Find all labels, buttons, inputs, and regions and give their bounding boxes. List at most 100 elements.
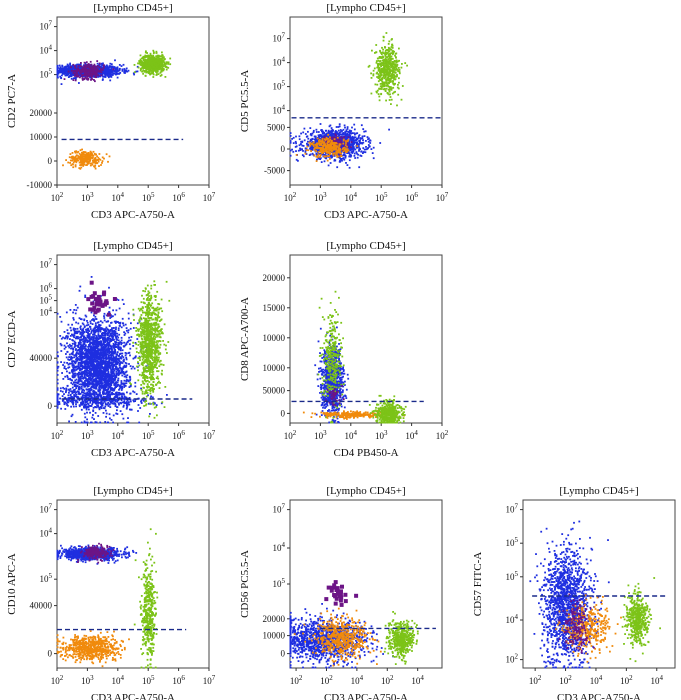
event-dot [386,71,389,74]
event-dot [127,329,130,332]
event-dot [397,83,399,86]
event-dot [160,58,162,61]
event-dot [97,160,100,163]
event-dot [156,66,159,69]
event-dot [334,130,337,132]
event-dot [309,140,312,143]
event-dot [316,149,319,152]
event-dot [353,139,356,142]
event-dot [387,50,390,53]
event-dot [115,383,117,385]
event-dot [75,71,78,74]
event-dot [71,364,74,367]
event-dot [106,65,109,68]
event-dot [127,69,130,72]
event-dot [373,67,376,70]
event-dot [327,145,330,147]
event-dot [83,61,86,64]
event-dot [356,152,358,155]
event-dot [59,66,62,69]
event-dot [114,70,117,73]
event-dot [161,51,163,54]
event-dot [155,50,158,53]
event-dot [85,68,87,71]
event-dot [314,146,316,149]
event-dot [330,150,333,153]
event-dot [124,70,127,73]
event-dot [374,52,376,54]
event-dot [343,148,346,151]
event-dot [140,62,143,65]
event-dot [329,136,331,139]
event-dot [69,75,71,77]
event-dot [376,71,379,74]
event-dot [297,159,299,162]
event-dot [93,70,95,73]
y-tick-label: 107 [273,32,286,44]
event-dot [74,68,76,71]
event-dot [401,63,403,65]
event-dot [61,67,63,70]
event-dot [347,150,350,153]
event-dot [95,72,97,75]
event-dot [349,132,351,135]
event-dot [323,155,326,158]
event-dot [395,60,397,63]
event-dot [357,135,360,138]
event-dot [370,92,373,95]
event-dot [76,151,79,154]
event-dot [365,140,367,142]
event-dot [333,144,336,147]
event-dot [294,146,297,148]
event-dot [356,146,358,149]
event-dot [74,67,77,69]
event-dot [372,69,375,72]
event-dot [389,79,392,81]
event-dot [101,74,104,76]
event-dot [151,71,154,73]
event-dot [79,71,82,74]
event-dot [368,64,371,67]
event-dot [317,157,320,160]
event-dot [343,139,346,142]
event-dot [103,66,105,69]
event-dot [386,67,389,70]
event-dot [316,150,318,153]
event-dot [341,144,344,146]
event-dot [326,144,329,146]
event-dot [72,63,75,66]
event-dot [88,157,91,160]
event-dot [85,160,87,163]
event-dot [319,134,322,136]
y-tick-label: 104 [40,44,53,56]
cluster-blue [56,276,150,424]
event-dot [148,54,150,57]
event-dot [397,87,400,90]
event-dot [63,393,65,395]
event-dot [101,162,103,164]
event-dot [112,68,115,71]
event-dot [388,59,391,62]
event-dot [294,140,297,143]
event-dot [380,78,382,81]
event-dot [349,155,352,158]
event-dot [317,154,319,157]
event-dot [322,151,325,154]
event-dot [109,69,111,72]
x-tick-label: 104 [345,191,358,203]
event-dot [85,71,88,74]
event-dot [316,139,319,142]
cluster-orange [295,133,359,162]
event-dot [362,152,364,154]
event-dot [154,58,157,61]
event-dot [383,71,385,74]
event-dot [310,149,313,151]
event-dot [364,151,367,154]
event-dot [87,78,89,81]
event-dot [337,141,340,144]
event-dot [386,56,388,59]
y-tick-label: 5000 [267,122,286,132]
event-dot [94,159,96,162]
event-dot [124,352,127,354]
event-dot [384,61,387,64]
